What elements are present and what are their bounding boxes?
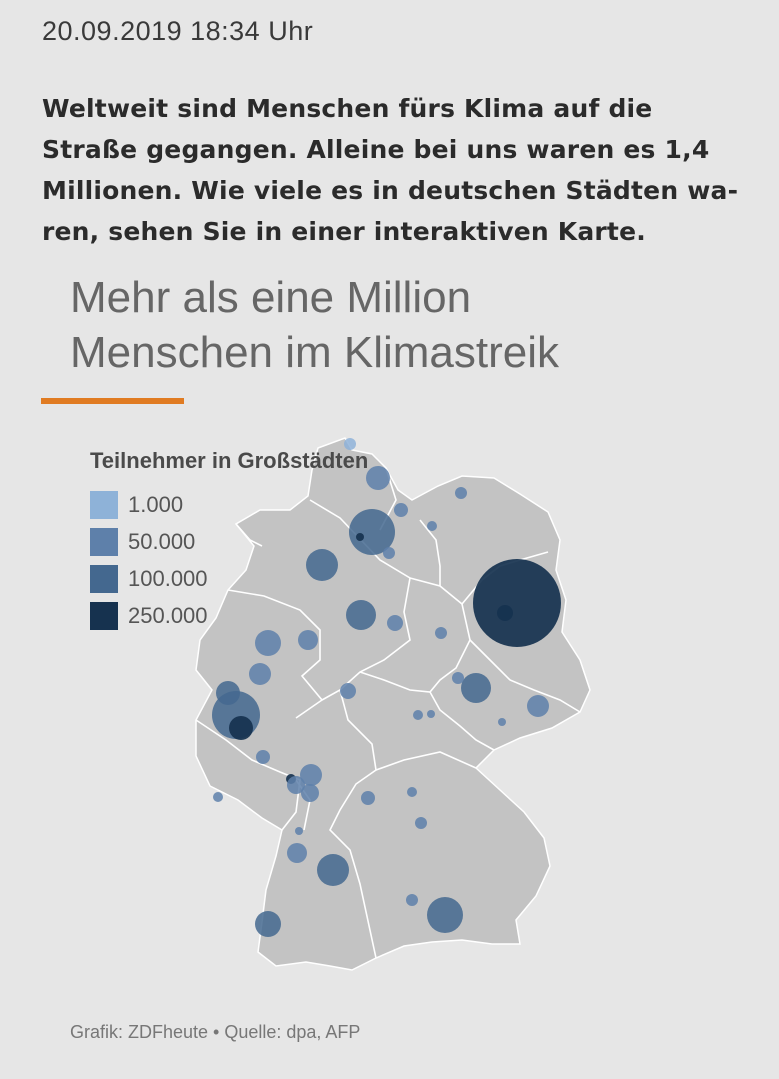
city-bubble[interactable] <box>427 521 437 531</box>
city-bubble[interactable] <box>317 854 349 886</box>
state-border <box>375 751 477 771</box>
city-bubble[interactable] <box>249 663 271 685</box>
city-bubble[interactable] <box>435 627 447 639</box>
city-bubble[interactable] <box>527 695 549 717</box>
state-border <box>419 519 441 586</box>
teaser-text: Weltweit sind Menschen fürs Klima auf di… <box>42 94 739 246</box>
city-bubble[interactable] <box>394 503 408 517</box>
city-bubble[interactable] <box>498 718 506 726</box>
city-bubble[interactable] <box>255 630 281 656</box>
city-bubble[interactable] <box>300 764 322 786</box>
city-bubble[interactable] <box>255 911 281 937</box>
city-bubble[interactable] <box>415 817 427 829</box>
legend-label: 50.000 <box>128 529 196 554</box>
timestamp: 20.09.2019 18:34 Uhr <box>42 16 314 46</box>
legend-swatch <box>90 491 118 519</box>
city-bubble[interactable] <box>287 843 307 863</box>
city-bubble[interactable] <box>356 533 364 541</box>
state-border <box>359 577 471 693</box>
city-bubble[interactable] <box>383 547 395 559</box>
state-border <box>469 639 581 713</box>
state-border <box>227 589 324 719</box>
state-border <box>429 691 495 751</box>
city-bubble[interactable] <box>349 509 395 555</box>
state-border <box>329 689 377 959</box>
city-bubble[interactable] <box>455 487 467 499</box>
legend-title: Teilnehmer in Großstädten <box>90 448 369 473</box>
city-bubble[interactable] <box>406 894 418 906</box>
title-accent-bar <box>41 398 184 404</box>
city-bubble[interactable] <box>473 559 561 647</box>
map-title-line-1: Mehr als eine Million <box>70 273 472 322</box>
legend-label: 100.000 <box>128 566 208 591</box>
city-bubble[interactable] <box>301 784 319 802</box>
city-bubble[interactable] <box>295 827 303 835</box>
legend-swatch <box>90 565 118 593</box>
city-bubble[interactable] <box>387 615 403 631</box>
city-bubbles[interactable] <box>212 438 561 937</box>
state-border <box>235 523 263 547</box>
source-credit: Grafik: ZDFheute • Quelle: dpa, AFP <box>70 1022 361 1042</box>
legend-label: 1.000 <box>128 492 184 517</box>
city-bubble[interactable] <box>298 630 318 650</box>
city-bubble[interactable] <box>229 716 253 740</box>
city-bubble[interactable] <box>346 600 376 630</box>
city-bubble[interactable] <box>344 438 356 450</box>
city-bubble[interactable] <box>287 776 305 794</box>
legend-swatch <box>90 528 118 556</box>
city-bubble[interactable] <box>461 673 491 703</box>
city-bubble[interactable] <box>256 750 270 764</box>
legend-label: 250.000 <box>128 603 208 628</box>
city-bubble[interactable] <box>413 710 423 720</box>
city-bubble[interactable] <box>427 897 463 933</box>
map-title-line-2: Menschen im Klimastreik <box>70 328 560 377</box>
city-bubble[interactable] <box>497 605 513 621</box>
city-bubble[interactable] <box>361 791 375 805</box>
legend-swatch <box>90 602 118 630</box>
state-border <box>195 719 301 831</box>
map-title: Mehr als eine Million Menschen im Klimas… <box>70 270 710 380</box>
city-bubble[interactable] <box>213 792 223 802</box>
city-bubble[interactable] <box>340 683 356 699</box>
city-bubble[interactable] <box>427 710 435 718</box>
city-bubble[interactable] <box>407 787 417 797</box>
city-bubble[interactable] <box>306 549 338 581</box>
city-bubble[interactable] <box>452 672 464 684</box>
city-bubble[interactable] <box>366 466 390 490</box>
